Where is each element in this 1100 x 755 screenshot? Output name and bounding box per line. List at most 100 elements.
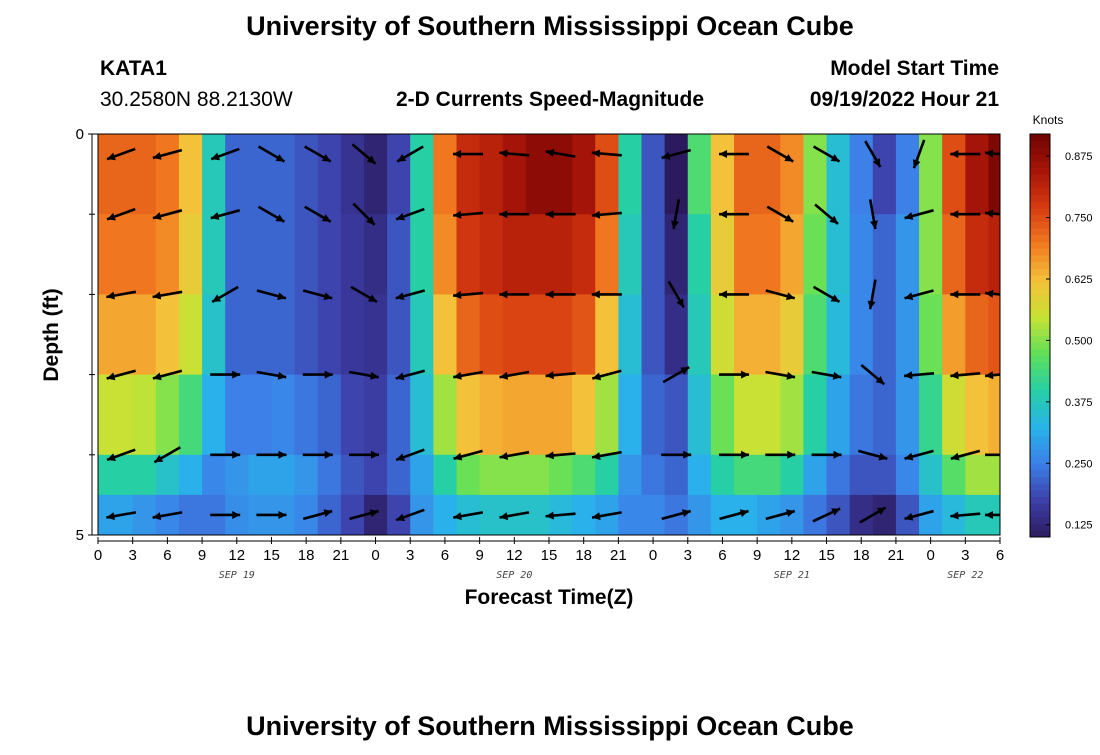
colorbar-segment bbox=[1030, 342, 1050, 350]
current-vector bbox=[591, 511, 622, 521]
colorbar: Knots 0.125 0.250 0.375 0.500 0.625 0.750 0.87… bbox=[1029, 113, 1093, 538]
current-vector bbox=[350, 285, 378, 304]
heatmap-cell bbox=[757, 454, 781, 496]
heatmap-cell bbox=[363, 214, 388, 295]
current-vector bbox=[302, 450, 333, 459]
current-vector bbox=[661, 450, 692, 459]
heatmap-cell bbox=[572, 214, 596, 295]
x-tick-label: 12 bbox=[228, 547, 245, 564]
heatmap-cell bbox=[572, 494, 596, 535]
heatmap-cell bbox=[433, 214, 458, 295]
current-vector bbox=[868, 199, 878, 230]
heatmap-cell bbox=[919, 134, 943, 215]
heatmap-cell bbox=[618, 294, 643, 376]
heatmap-cell bbox=[942, 214, 966, 295]
current-vector bbox=[950, 290, 981, 299]
heatmap-cell bbox=[502, 214, 527, 295]
heatmap-cell bbox=[710, 494, 735, 535]
current-vector bbox=[452, 291, 484, 299]
current-vector bbox=[352, 202, 376, 226]
x-tick-label: 3 bbox=[684, 547, 692, 564]
heatmap-cell bbox=[456, 214, 481, 295]
heatmap-cell bbox=[363, 374, 388, 456]
current-vector bbox=[545, 148, 576, 158]
footer-title: University of Southern Mississippi Ocean… bbox=[246, 711, 854, 741]
current-vector bbox=[152, 511, 183, 521]
x-date-label: SEP 20 bbox=[496, 570, 532, 581]
colorbar-segment bbox=[1030, 160, 1050, 169]
current-vector bbox=[348, 450, 379, 459]
station-coordinates: 30.2580N 88.2130W bbox=[100, 88, 293, 111]
heatmap-cell bbox=[549, 134, 573, 215]
current-vector bbox=[545, 451, 576, 460]
colorbar-segment bbox=[1030, 348, 1050, 357]
heatmap-cell bbox=[525, 494, 550, 535]
colorbar-segment bbox=[1030, 469, 1050, 478]
heatmap-cell bbox=[664, 134, 689, 215]
heatmap-cell bbox=[641, 454, 666, 496]
colorbar-segment bbox=[1030, 530, 1050, 538]
heatmap-cell bbox=[595, 134, 619, 215]
heatmap-cell bbox=[549, 214, 573, 295]
y-tick-label: 0 bbox=[76, 126, 84, 143]
current-vector bbox=[904, 289, 934, 301]
heatmap-cell bbox=[525, 294, 550, 376]
x-tick-label: 6 bbox=[441, 547, 449, 564]
current-vector bbox=[152, 369, 183, 381]
heatmap-cell bbox=[965, 294, 990, 376]
heatmap-cell bbox=[410, 134, 434, 215]
current-vector bbox=[395, 207, 425, 221]
heatmap-cell bbox=[248, 374, 273, 456]
colorbar-segment bbox=[1030, 503, 1050, 511]
heatmap-cell bbox=[410, 294, 434, 376]
heatmap-cell bbox=[410, 214, 434, 295]
colorbar-tick-label: 0.125 bbox=[1065, 520, 1093, 532]
heatmap-cell bbox=[803, 134, 828, 215]
current-vector bbox=[766, 205, 794, 223]
heatmap-cell bbox=[757, 134, 781, 215]
heatmap-cell bbox=[641, 374, 666, 456]
current-vector bbox=[152, 209, 183, 220]
chart-subtitle: 2-D Currents Speed-Magnitude bbox=[396, 88, 704, 111]
heatmap-cell bbox=[294, 494, 319, 535]
colorbar-segment bbox=[1030, 409, 1050, 417]
heatmap-cell bbox=[132, 454, 157, 496]
heatmap-cell bbox=[710, 374, 735, 456]
heatmap-cell bbox=[549, 454, 573, 496]
heatmap-cell bbox=[826, 374, 851, 456]
current-vector bbox=[812, 285, 841, 304]
current-vector bbox=[857, 449, 888, 461]
current-vector bbox=[302, 289, 333, 301]
heatmap-cell bbox=[734, 294, 758, 376]
colorbar-segment bbox=[1030, 241, 1050, 249]
heatmap-cell bbox=[479, 134, 504, 215]
heatmap-cell bbox=[155, 374, 180, 456]
heatmap-cell bbox=[178, 494, 203, 535]
heatmap-cell bbox=[757, 294, 781, 376]
current-vector bbox=[256, 510, 287, 519]
current-vector bbox=[904, 449, 934, 461]
heatmap-cell bbox=[595, 374, 619, 456]
current-vector bbox=[985, 510, 1000, 519]
heatmap-cell bbox=[178, 294, 203, 376]
current-vector bbox=[591, 450, 622, 460]
heatmap-cell bbox=[734, 134, 758, 215]
heatmap-cell bbox=[757, 494, 781, 535]
heatmap-cell bbox=[780, 494, 805, 535]
colorbar-segment bbox=[1030, 369, 1050, 377]
x-tick-label: 18 bbox=[575, 547, 592, 564]
x-tick-label: 15 bbox=[818, 547, 835, 564]
station-id: KATA1 bbox=[100, 57, 167, 80]
colorbar-segment bbox=[1030, 375, 1050, 384]
x-tick-label: 15 bbox=[541, 547, 558, 564]
heatmap-cell bbox=[895, 454, 920, 496]
heatmap-cell bbox=[456, 134, 481, 215]
heatmap-cell bbox=[317, 134, 342, 215]
current-vector bbox=[452, 210, 484, 219]
heatmap-cell bbox=[178, 134, 203, 215]
x-tick-label: 21 bbox=[610, 547, 627, 564]
heatmap-cell bbox=[965, 374, 990, 456]
heatmap-cell bbox=[271, 454, 296, 496]
heatmap-cell bbox=[202, 454, 226, 496]
heatmap-cell bbox=[549, 374, 573, 456]
